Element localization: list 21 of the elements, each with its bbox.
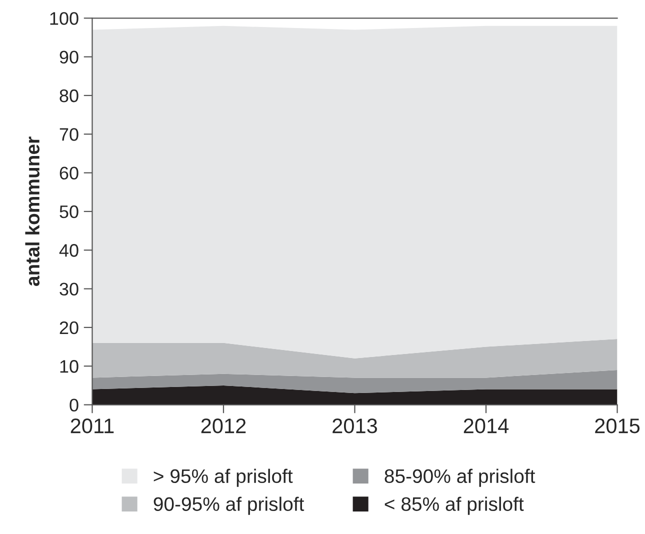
- y-tick-label: 40: [59, 244, 78, 257]
- y-tick-label: 0: [70, 398, 78, 412]
- y-axis-title: antal kommuner: [25, 136, 40, 286]
- legend-label: > 95% af prisloft: [154, 468, 293, 487]
- legend-label: < 85% af prisloft: [384, 496, 524, 515]
- y-tick-label: 100: [50, 12, 78, 25]
- y-tick-label: 80: [60, 89, 78, 102]
- y-tick-label: 60: [60, 166, 78, 180]
- x-tick-label: 2014: [464, 418, 509, 434]
- x-tick-label: 2013: [332, 418, 378, 434]
- legend-label: 90-95% af prisloft: [154, 496, 304, 515]
- legend-label: 85-90% af prisloft: [384, 468, 536, 487]
- x-tick-label: 2011: [70, 418, 114, 434]
- y-tick-label: 10: [60, 360, 78, 373]
- y-tick-label: 30: [60, 282, 78, 296]
- y-tick-label: 50: [60, 205, 78, 218]
- y-tick-label: 20: [60, 321, 78, 334]
- x-tick-label: 2015: [595, 418, 640, 434]
- y-tick-label: 70: [60, 128, 78, 141]
- y-tick-label: 90: [60, 50, 78, 64]
- x-tick-label: 2012: [201, 418, 246, 434]
